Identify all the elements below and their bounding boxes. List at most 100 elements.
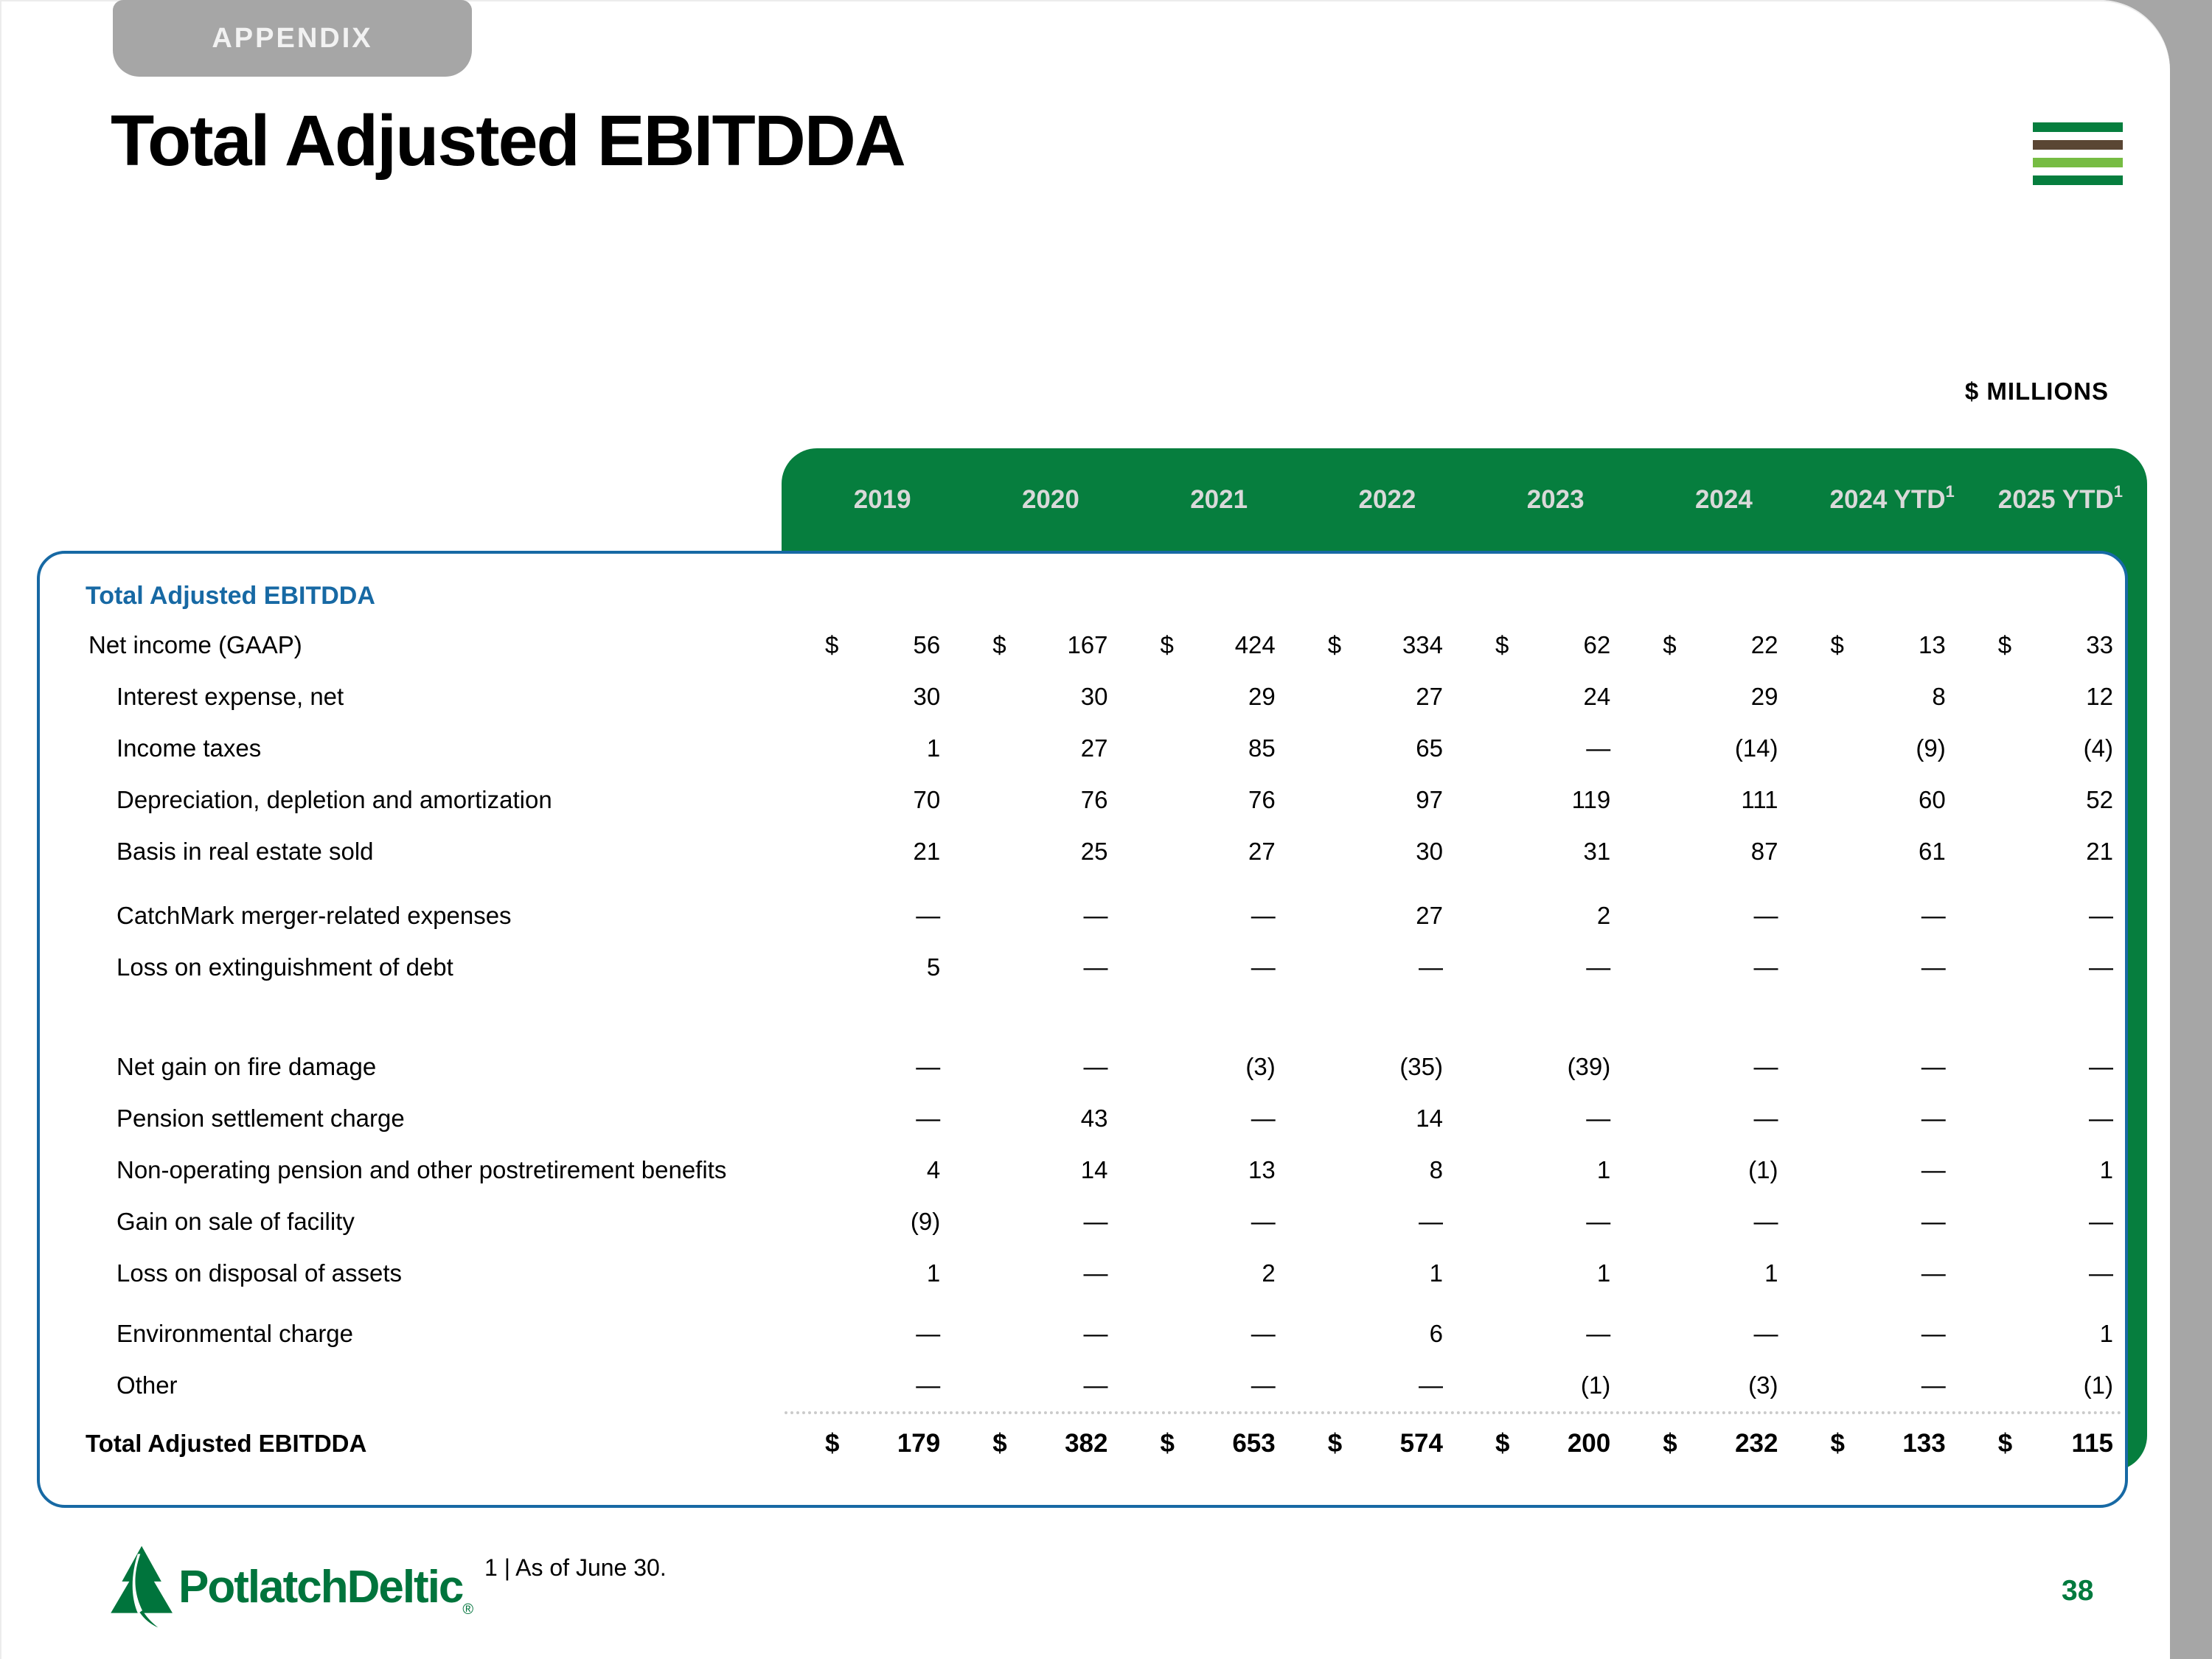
cell-value: (9)	[785, 1208, 952, 1236]
dollar-sign: $	[1327, 1429, 1343, 1458]
dollar-sign: $	[992, 1429, 1007, 1458]
value-text: (3)	[1245, 1053, 1276, 1080]
registered-mark: ®	[462, 1601, 474, 1618]
value-text: 27	[1416, 902, 1443, 929]
value-text: 29	[1248, 683, 1276, 710]
year-label: 2023	[1526, 484, 1585, 514]
cell-value: 43	[952, 1105, 1119, 1133]
value-text: 61	[1919, 838, 1946, 865]
cell-value: 14	[952, 1156, 1119, 1184]
value-text: —	[1083, 1208, 1108, 1235]
cell-value: (39)	[1455, 1053, 1622, 1081]
value-text: —	[916, 1053, 941, 1080]
logo-wordmark: PotlatchDeltic	[178, 1561, 464, 1613]
dollar-sign: $	[1663, 631, 1677, 658]
cell-value: —	[1790, 1259, 1958, 1287]
value-text: 76	[1248, 786, 1276, 813]
year-label: 2021	[1190, 484, 1248, 514]
cell-value: 24	[1455, 683, 1622, 711]
cell-value: $62	[1455, 631, 1622, 659]
value-text: —	[2089, 1105, 2113, 1132]
cell-value: 1	[1455, 1156, 1622, 1184]
dollar-sign: $	[1830, 1429, 1845, 1458]
value-text: —	[1083, 953, 1108, 981]
value-text: 24	[1583, 683, 1611, 710]
cell-value: 14	[1287, 1105, 1455, 1133]
value-text: —	[1586, 734, 1611, 762]
value-text: 574	[1399, 1429, 1443, 1458]
table-row: Depreciation, depletion and amortization…	[40, 774, 2125, 826]
value-text: 76	[1080, 786, 1108, 813]
value-text: 1	[1429, 1259, 1443, 1287]
cell-value: —	[1455, 1320, 1622, 1348]
cell-value: $115	[1958, 1429, 2125, 1458]
value-text: (9)	[1916, 734, 1946, 762]
cell-value: —	[952, 1320, 1119, 1348]
dollar-sign: $	[992, 631, 1006, 658]
row-label: Other	[116, 1371, 178, 1399]
cell-value: 60	[1790, 786, 1958, 814]
cell-value: —	[1958, 953, 2125, 981]
value-text: 30	[1416, 838, 1443, 865]
year-column-header: 2022	[1287, 485, 1455, 515]
value-text: 27	[1416, 683, 1443, 710]
cell-value: —	[1790, 1320, 1958, 1348]
value-text: 5	[926, 953, 941, 981]
cell-value: —	[952, 1208, 1119, 1236]
value-text: —	[1921, 1259, 1946, 1287]
value-text: 14	[1416, 1105, 1443, 1132]
table-row: Loss on extinguishment of debt 5 — — — — — — —	[40, 942, 2125, 993]
year-column-header: 2024 YTD1	[1792, 482, 1960, 515]
row-label: Pension settlement charge	[116, 1105, 405, 1132]
footnote: 1 | As of June 30.	[484, 1554, 667, 1581]
cell-value: 85	[1120, 734, 1287, 762]
cell-value: —	[1455, 1208, 1622, 1236]
stripe-light-green	[2033, 158, 2123, 167]
cell-value: $424	[1120, 631, 1287, 659]
cell-value: 13	[1120, 1156, 1287, 1184]
cell-value: $232	[1622, 1429, 1790, 1458]
value-text: 29	[1750, 683, 1778, 710]
cell-value: 1	[785, 1259, 952, 1287]
cell-value: 27	[1287, 683, 1455, 711]
cell-value: —	[952, 1259, 1119, 1287]
cell-value: 29	[1622, 683, 1790, 711]
value-text: —	[1921, 1156, 1946, 1183]
value-text: —	[2089, 1053, 2113, 1080]
value-text: 1	[926, 734, 941, 762]
year-column-header: 2021	[1119, 485, 1287, 515]
cell-value: 30	[1287, 838, 1455, 866]
table-row: Net income (GAAP) $56 $167 $424 $334 $62 $22 $1…	[40, 619, 2125, 671]
value-text: 25	[1080, 838, 1108, 865]
value-text: —	[1921, 1320, 1946, 1347]
cell-value: 52	[1958, 786, 2125, 814]
value-text: —	[1419, 953, 1443, 981]
cell-value: —	[1622, 1208, 1790, 1236]
cell-value: 87	[1622, 838, 1790, 866]
cell-value: (3)	[1622, 1371, 1790, 1399]
year-label: 2020	[1021, 484, 1079, 514]
value-text: (1)	[2083, 1371, 2113, 1399]
cell-value: 1	[785, 734, 952, 762]
value-text: 1	[2099, 1156, 2113, 1183]
cell-value: (1)	[1455, 1371, 1622, 1399]
cell-value: 61	[1790, 838, 1958, 866]
value-text: 85	[1248, 734, 1276, 762]
cell-value: 12	[1958, 683, 2125, 711]
dollar-sign: $	[1997, 631, 2012, 658]
cell-value: (3)	[1120, 1053, 1287, 1081]
year-column-header: 2024	[1623, 485, 1791, 515]
value-text: 1	[926, 1259, 941, 1287]
value-text: 27	[1080, 734, 1108, 762]
table-row: Gain on sale of facility (9) — — — — — — —	[40, 1196, 2125, 1248]
cell-value: —	[952, 953, 1119, 981]
year-label: 2024	[1694, 484, 1753, 514]
cell-value: —	[952, 1053, 1119, 1081]
value-text: —	[1753, 1105, 1778, 1132]
value-text: —	[1753, 1320, 1778, 1347]
value-text: —	[1251, 1105, 1276, 1132]
value-text: —	[1921, 953, 1946, 981]
page-title: Total Adjusted EBITDDA	[111, 100, 906, 181]
cell-value: (9)	[1790, 734, 1958, 762]
